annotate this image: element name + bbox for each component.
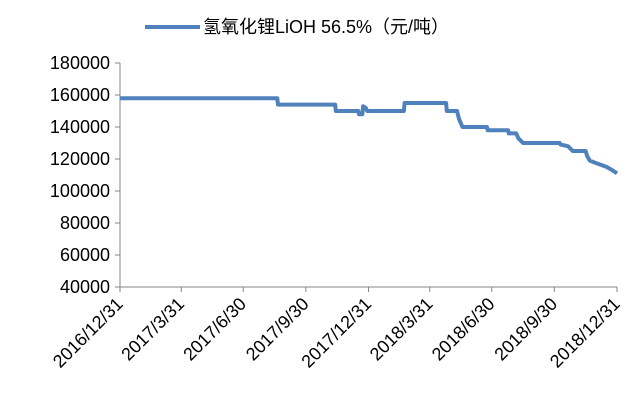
- legend-label: 氢氧化锂LiOH 56.5%（元/吨）: [203, 17, 449, 37]
- x-tick-label: 2018/6/30: [428, 294, 499, 365]
- y-tick-label: 180000: [50, 53, 110, 73]
- x-tick-label: 2016/12/31: [49, 294, 127, 372]
- y-tick-label: 80000: [60, 213, 110, 233]
- x-tick-label: 2017/6/30: [179, 294, 250, 365]
- y-tick-label: 160000: [50, 85, 110, 105]
- y-tick-label: 120000: [50, 149, 110, 169]
- x-tick-label: 2018/3/31: [366, 294, 437, 365]
- y-tick-label: 60000: [60, 245, 110, 265]
- y-tick-label: 40000: [60, 277, 110, 297]
- y-tick-label: 100000: [50, 181, 110, 201]
- x-tick-label: 2017/3/31: [117, 294, 188, 365]
- y-tick-label: 140000: [50, 117, 110, 137]
- line-series: [120, 96, 619, 176]
